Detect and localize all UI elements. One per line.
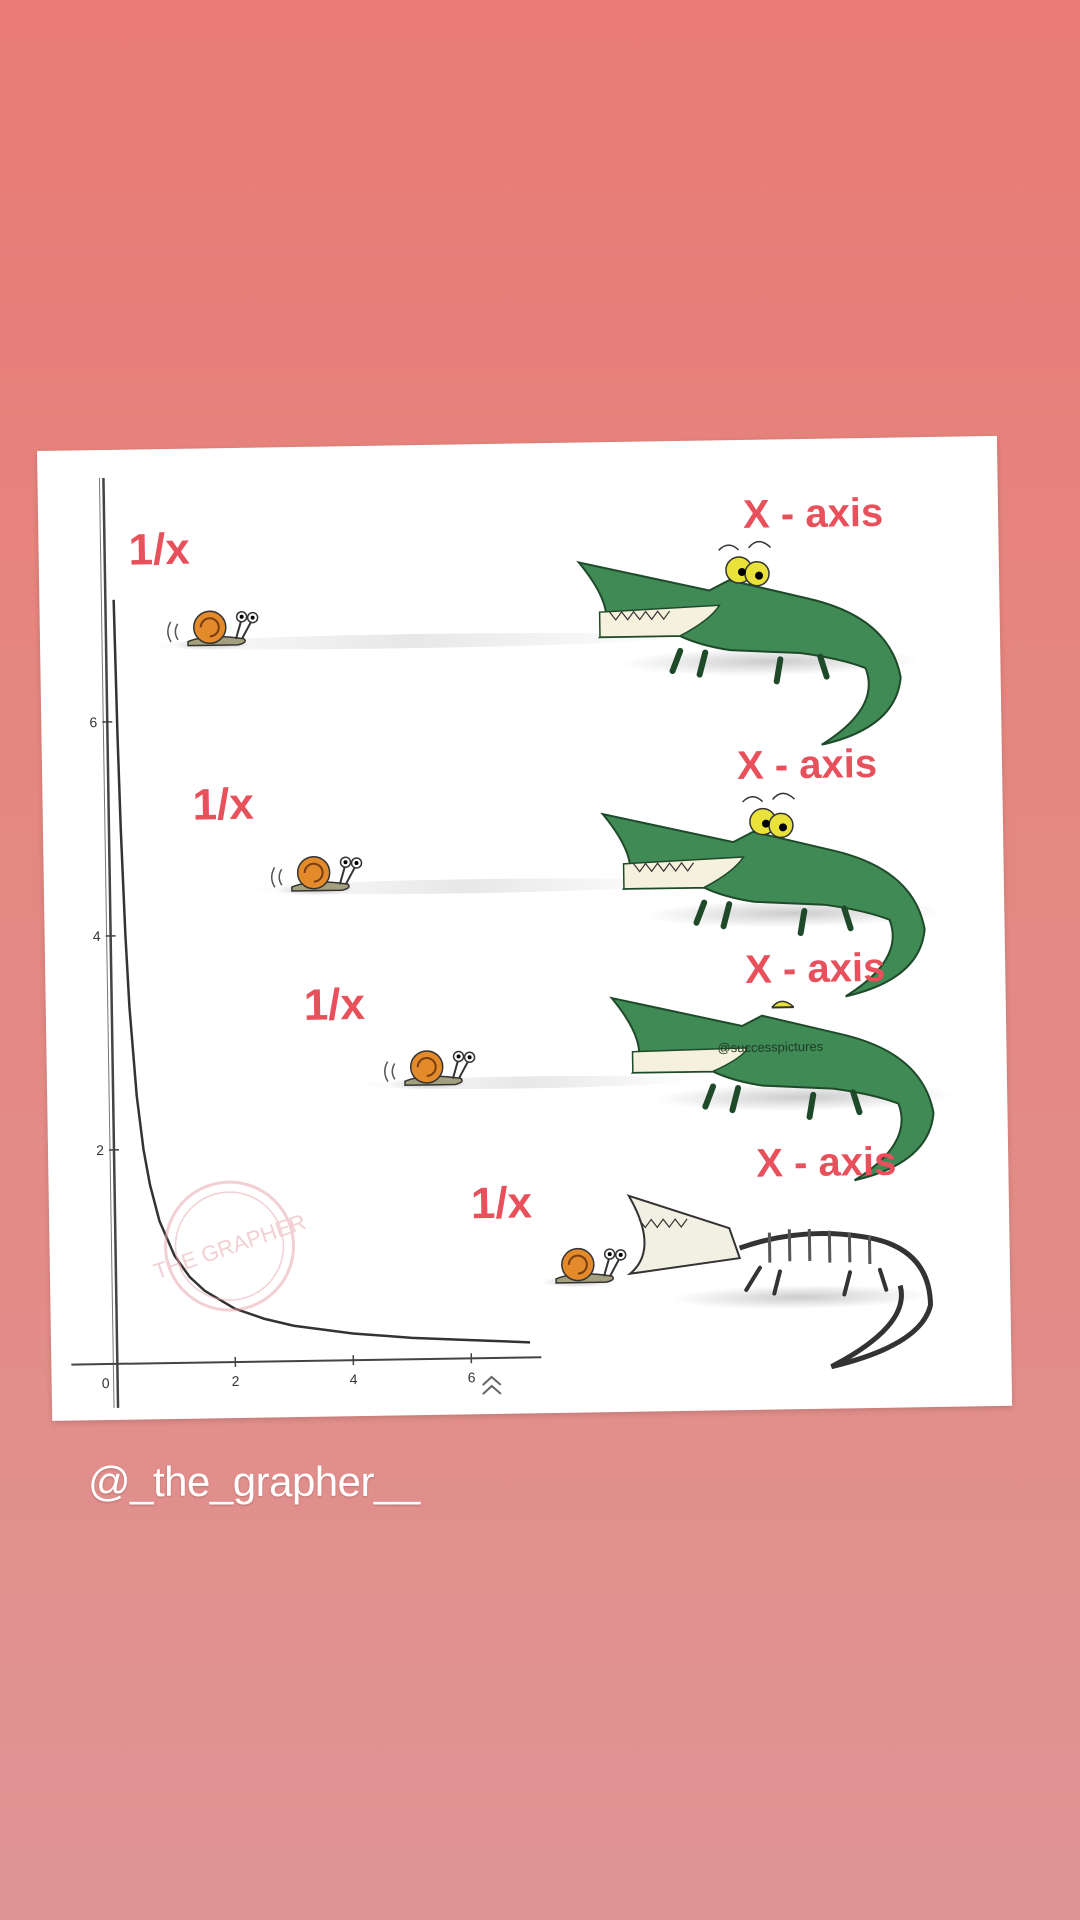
author-handle: @_the_grapher__ (88, 1458, 420, 1505)
crocodile-icon (600, 792, 945, 998)
x-axis (71, 1356, 542, 1366)
motion-trail (140, 632, 680, 650)
y-tick-label: 4 (93, 928, 101, 944)
image-watermark: @successpictures (717, 1039, 823, 1056)
x-tick-label: 6 (468, 1369, 476, 1385)
x-tick-label: 4 (350, 1371, 358, 1387)
axis-label: X - axis (745, 946, 886, 992)
function-label: 1/x (470, 1178, 532, 1228)
x-tick-label: 2 (232, 1373, 240, 1389)
axis-ticks: 0 2 4 6 2 4 6 (89, 714, 476, 1391)
scene-4: 1/x X - axis (470, 1140, 934, 1370)
snail-icon (167, 610, 259, 651)
double-chevron-up-icon (482, 1375, 502, 1395)
snail-icon (384, 1050, 476, 1090)
axis-label: X - axis (756, 1140, 897, 1186)
scene-3: 1/x @successpictures (303, 946, 954, 1182)
graph-canvas: 0 2 4 6 2 4 6 THE GRAPHER 1/x (71, 477, 954, 1408)
y-tick-label: 6 (89, 714, 97, 730)
y-axis (102, 477, 120, 1408)
stamp-text: THE GRAPHER (150, 1209, 308, 1284)
snail-icon (540, 1247, 627, 1288)
function-label: 1/x (303, 980, 365, 1030)
axis-label: X - axis (737, 742, 878, 788)
crocodile-icon: @successpictures (609, 996, 954, 1182)
y-tick-label: 2 (96, 1142, 104, 1158)
scene-2: 1/x (192, 742, 945, 998)
axis-label: X - axis (743, 491, 884, 537)
snail-icon (270, 855, 363, 896)
scene-1: 1/x (128, 491, 921, 746)
crocodile-skeleton-icon (626, 1194, 934, 1370)
function-label: 1/x (192, 780, 254, 830)
graph-card: 0 2 4 6 2 4 6 THE GRAPHER 1/x (37, 435, 1013, 1421)
x-tick-label: 0 (102, 1375, 110, 1391)
function-label: 1/x (128, 525, 190, 575)
y-axis-top-cap (98, 478, 115, 1408)
reciprocal-curve (112, 599, 531, 1344)
crocodile-icon (576, 540, 921, 746)
